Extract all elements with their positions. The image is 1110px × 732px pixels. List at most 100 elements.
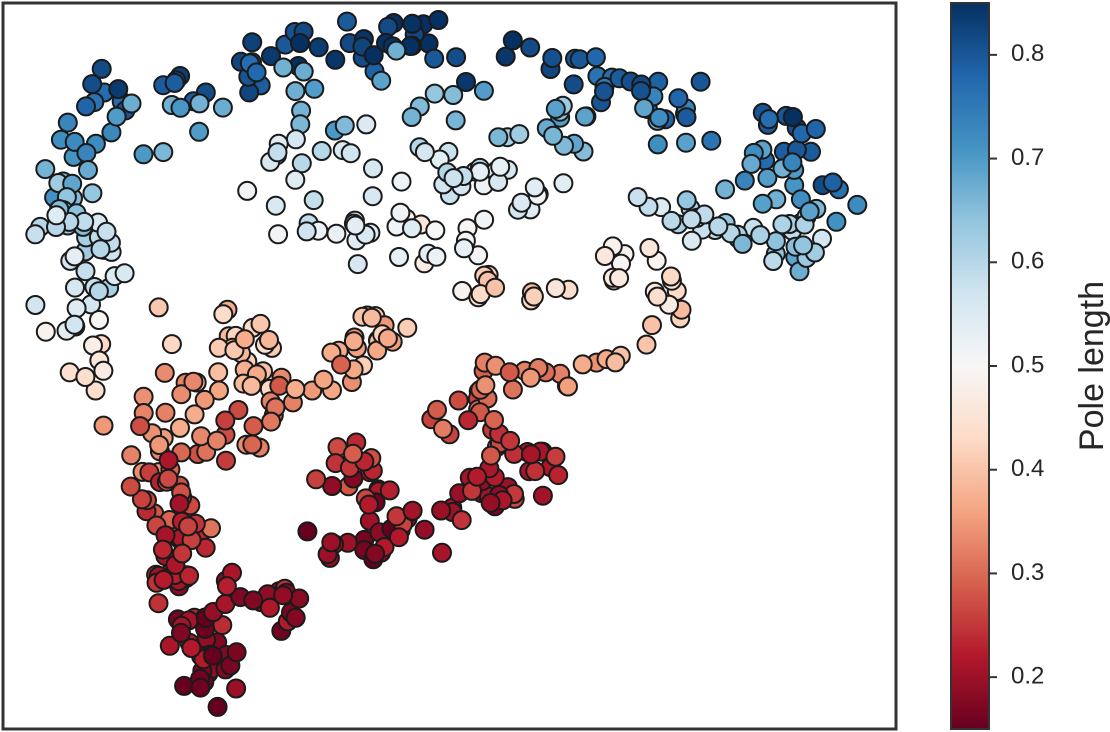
scatter-point [189,121,210,142]
scatter-point [89,310,109,330]
scatter-point [267,142,288,163]
scatter-point [676,132,696,153]
scatter-point [545,98,566,119]
scatter-point [690,71,711,92]
colorbar-ticks: 0.2 0.3 0.4 0.5 0.6 0.7 0.8 [989,40,1044,689]
scatter-point [241,375,262,396]
scatter-point [495,46,516,67]
scatter-point [206,430,227,451]
scatter-point [402,13,423,34]
scatter-point [285,81,306,102]
scatter-point [448,390,469,411]
scatter-point [35,321,56,342]
scatter-point [91,58,112,79]
scatter-point [524,177,545,198]
scatter-point [259,330,279,350]
scatter-point [75,261,96,282]
scatter-point [259,597,280,618]
scatter-point [402,218,422,239]
scatter-point [750,225,771,246]
colorbar-label: Pole length [1073,281,1110,451]
scatter-point [676,107,697,128]
scatter-point [181,638,202,658]
colorbar-tick-label: 0.7 [1011,144,1044,171]
scatter-point [484,410,504,430]
scatter-point [78,160,98,180]
scatter-point [661,266,681,287]
scatter-point [158,468,179,489]
colorbar-tick-label: 0.4 [1011,455,1044,482]
scatter-point [243,590,264,611]
scatter-point [847,194,868,215]
scatter-point [426,246,447,267]
scatter-point [377,328,398,349]
scatter-point [365,543,386,564]
colorbar-tick-label: 0.3 [1011,559,1044,586]
scatter-point [594,81,614,102]
scatter-point [553,173,574,194]
scatter-point [243,416,264,437]
scatter-point [304,78,325,99]
scatter-point [25,224,46,245]
scatter-point [734,170,755,191]
colorbar [950,2,990,730]
scatter-point [88,281,109,302]
scatter-point [246,62,267,83]
scatter-point [311,141,332,161]
scatter-point [250,313,271,334]
scatter-point [793,235,814,256]
scatter-point [356,114,377,135]
scatter-point [261,411,282,432]
scatter-point [642,315,662,336]
scatter-point [708,216,729,237]
scatter-point [763,251,784,271]
scatter-point [289,588,310,609]
scatter-point [170,417,190,438]
scatter-point [425,220,446,241]
scatter-point [480,492,501,513]
scatter-point [639,238,660,258]
scatter-point [458,410,479,431]
scatter-point [149,435,170,455]
scatter-point [171,384,192,405]
scatter-point [285,129,306,150]
scatter-point [822,172,843,193]
scatter-point [558,376,578,397]
scatter-point [343,331,364,352]
scatter-point [467,466,488,487]
scatter-point [75,367,96,387]
scatter-point [152,539,173,560]
scatter-point [741,153,762,174]
scatter-point [158,450,179,471]
scatter-point [85,380,106,401]
scatter-point [649,107,670,128]
scatter-point [325,49,346,70]
scatter-point [96,221,117,242]
scatter-point [293,61,314,82]
scatter-point [76,143,97,163]
scatter-point [572,354,593,375]
colorbar-tick-label: 0.2 [1011,662,1044,689]
scatter-point [358,494,379,515]
scatter-point [391,171,412,192]
scatter-point [164,72,185,93]
scatter-point [190,677,211,698]
scatter-point [340,143,361,164]
scatter-point [799,201,820,222]
scatter-point [121,93,142,114]
scatter-point [237,180,258,201]
scatter-point [661,210,682,231]
scatter-point [443,168,464,189]
scatter-point [378,16,399,37]
scatter-point [428,10,449,30]
scatter-point [35,159,56,180]
scatter-point [155,402,176,423]
scatter-point [148,297,169,318]
scatter-point [90,239,111,260]
scatter-point [133,144,154,165]
scatter-point [543,125,564,146]
scatter-point [66,298,87,319]
scatter-point [242,434,263,455]
scatter-point [379,480,400,501]
scatter-point [668,88,689,109]
